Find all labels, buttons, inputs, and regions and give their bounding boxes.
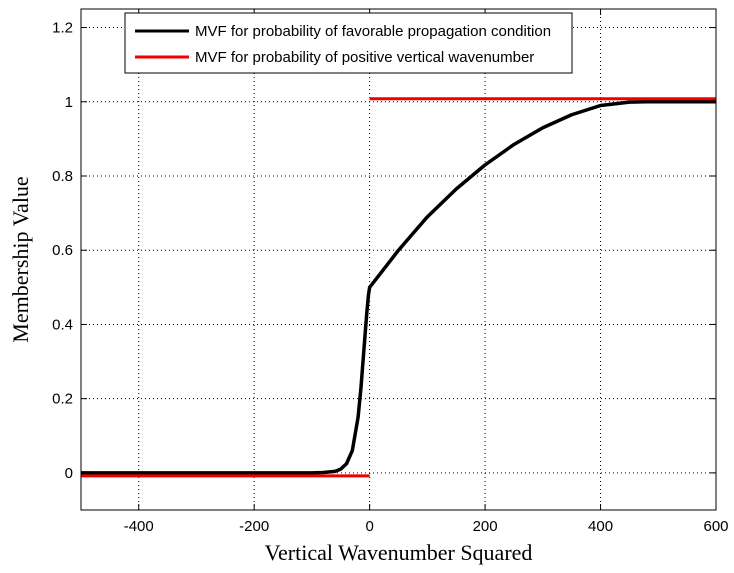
x-tick-label: 400 [588,518,613,535]
axes-box [81,9,716,510]
x-tick-label: 600 [703,518,728,535]
grid [81,9,716,510]
x-tick-label: 0 [365,518,373,535]
y-tick-label: 0.2 [52,391,73,408]
y-tick-label: 1.2 [52,20,73,37]
y-axis-label: Membership Value [8,176,33,342]
x-tick-label: -400 [124,518,154,535]
x-tick-label: -200 [239,518,269,535]
x-tick-label: 200 [473,518,498,535]
legend-label-favorable: MVF for probability of favorable propaga… [195,23,551,40]
y-tick-label: 0.6 [52,242,73,259]
series-favorable-line [81,102,716,473]
y-tick-label: 0 [65,465,73,482]
y-tick-label: 0.4 [52,316,73,333]
legend-label-positive: MVF for probability of positive vertical… [195,49,534,66]
axis-ticks: -400 -200 0 200 400 600 0 0.2 0.4 0.6 0.8 1 1.2 [52,9,728,535]
y-tick-label: 0.8 [52,168,73,185]
plot-lines [81,99,716,476]
legend: MVF for probability of favorable propaga… [125,13,572,73]
y-tick-label: 1 [65,94,73,111]
x-axis-label: Vertical Wavenumber Squared [265,540,533,565]
